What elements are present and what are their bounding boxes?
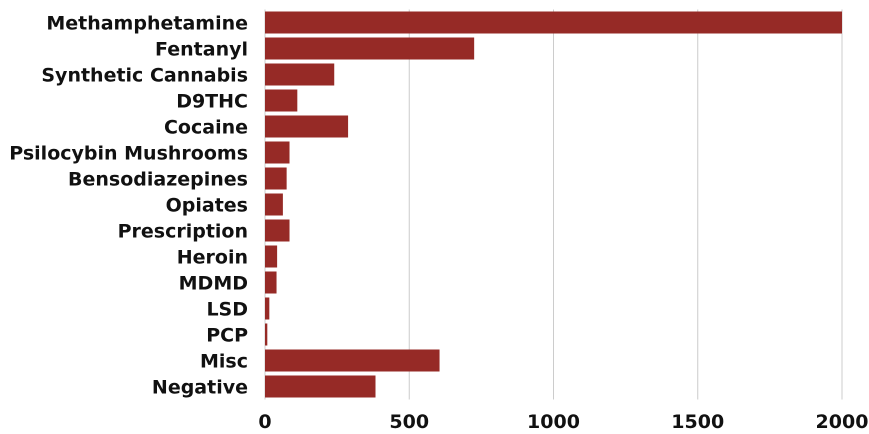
bar-lsd: [265, 297, 270, 320]
category-label: Methamphetamine: [46, 13, 248, 35]
category-label: D9THC: [176, 91, 248, 113]
bar-misc: [265, 349, 440, 372]
category-label: Prescription: [118, 221, 248, 243]
bar-bensodiazepines: [265, 167, 287, 190]
category-label: Fentanyl: [155, 39, 248, 61]
bar-methamphetamine: [265, 11, 842, 34]
category-label: Opiates: [166, 195, 248, 217]
x-tick-label: 500: [389, 411, 429, 430]
grid-layer: [264, 9, 843, 400]
x-tick-label: 1500: [671, 411, 724, 430]
category-label: Misc: [200, 351, 248, 373]
category-label: Heroin: [177, 247, 248, 269]
category-label: PCP: [206, 325, 248, 347]
bar-heroin: [265, 245, 278, 268]
bar-negative: [265, 375, 376, 398]
bar-psilocybin-mushrooms: [265, 141, 290, 164]
bar-layer: [265, 11, 842, 398]
category-label: Psilocybin Mushrooms: [9, 143, 248, 165]
bar-opiates: [265, 193, 283, 216]
x-axis-tick-labels: 0 500 1000 1500 2000: [258, 411, 869, 433]
bar-prescription: [265, 219, 290, 242]
category-label: Cocaine: [164, 117, 248, 139]
bar-mdmd: [265, 271, 277, 294]
bar-fentanyl: [265, 37, 475, 60]
bar-d9thc: [265, 89, 298, 112]
x-tick-label: 2000: [816, 411, 869, 430]
category-labels: Methamphetamine Fentanyl Synthetic Cannabi…: [9, 13, 248, 399]
category-label: LSD: [206, 299, 248, 321]
x-tick-label: 0: [258, 411, 271, 430]
x-tick-label: 1000: [527, 411, 580, 430]
category-label: MDMD: [179, 273, 248, 295]
category-label: Negative: [152, 377, 248, 399]
bar-cocaine: [265, 115, 349, 138]
category-label: Bensodiazepines: [68, 169, 248, 191]
bar-synthetic-cannabis: [265, 63, 335, 86]
category-label: Synthetic Cannabis: [41, 65, 248, 87]
bar-pcp: [265, 323, 268, 346]
